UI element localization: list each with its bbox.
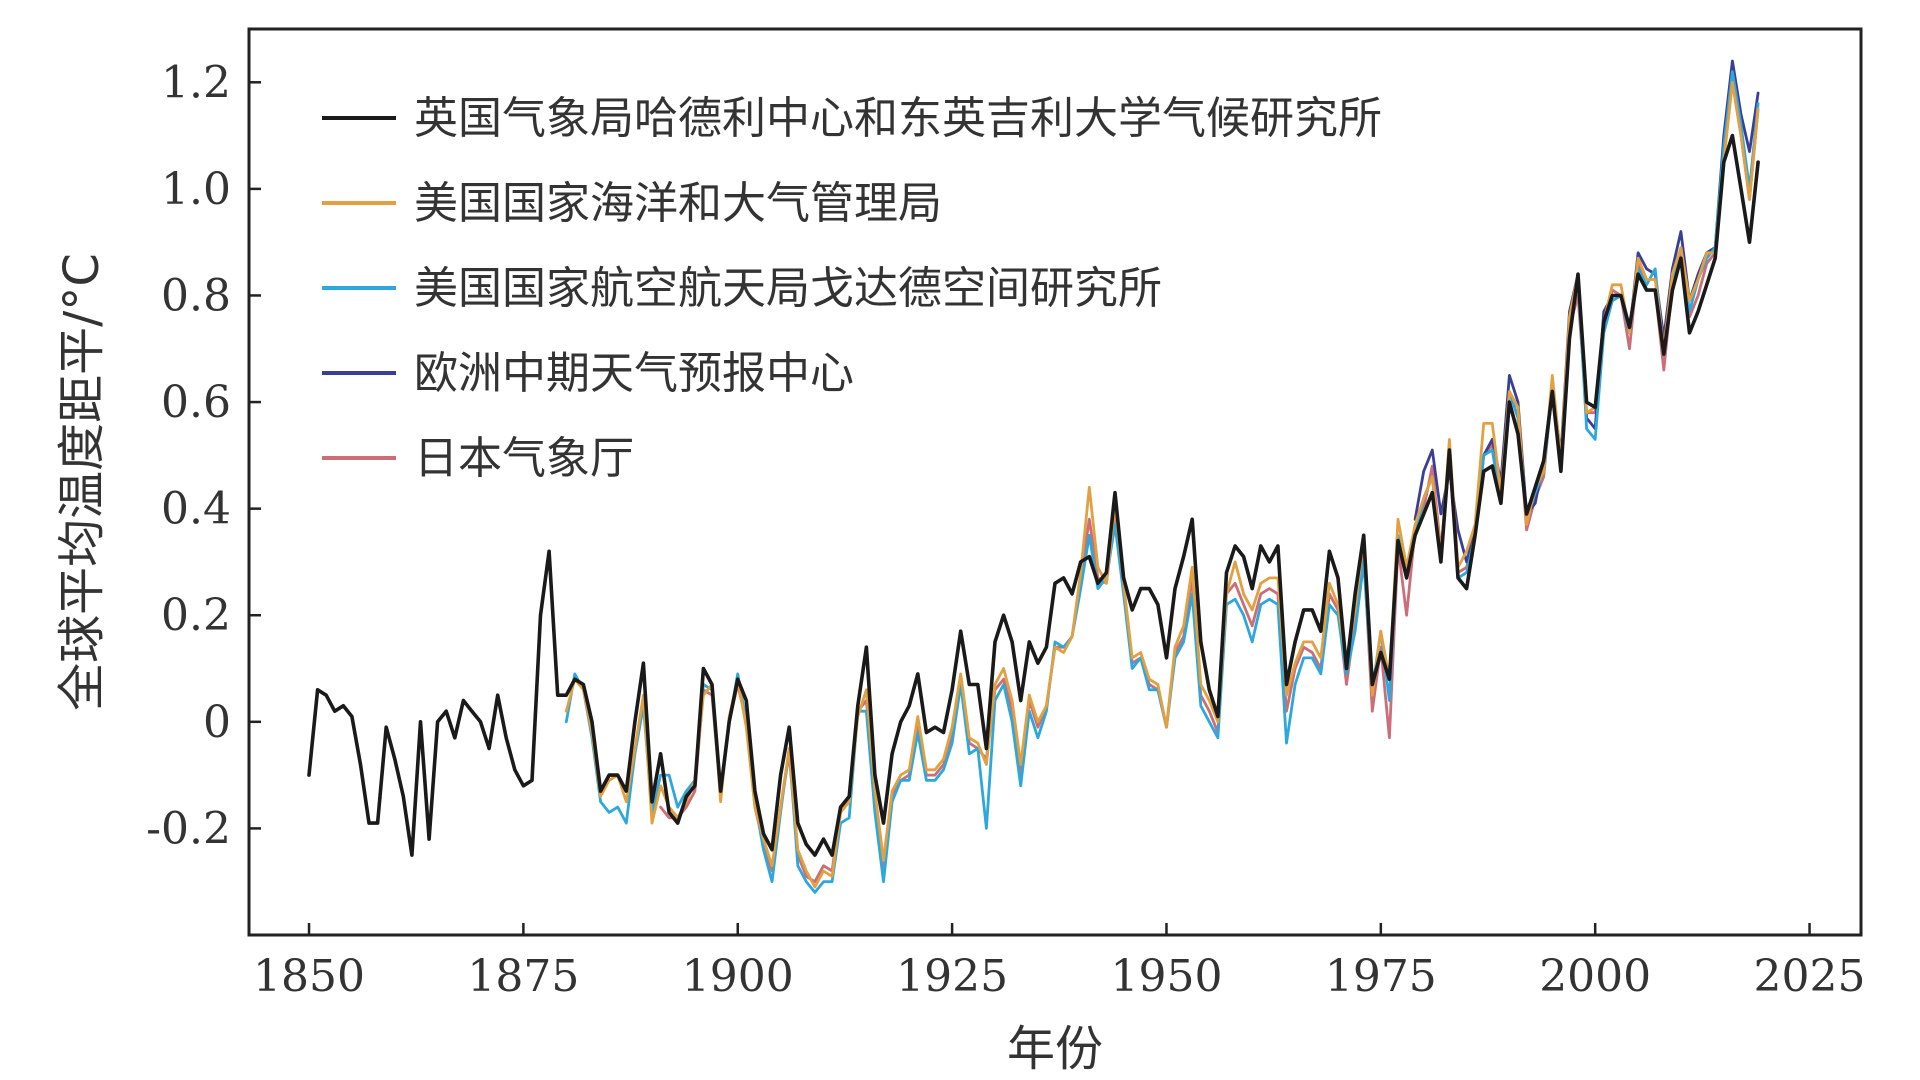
x-tick-label: 1850 <box>253 951 365 1002</box>
x-tick-label: 1925 <box>896 951 1008 1002</box>
y-tick-label: 0.6 <box>161 377 231 428</box>
y-tick-label: 1.0 <box>161 164 231 215</box>
x-tick-label: 1975 <box>1325 951 1437 1002</box>
y-axis: -0.2 0 0.2 0.4 0.6 0.8 1.0 1.2 <box>146 57 261 854</box>
y-tick-label: 0.2 <box>161 590 231 641</box>
y-tick-label: -0.2 <box>146 803 231 854</box>
x-tick-label: 1900 <box>682 951 794 1002</box>
series-layer <box>307 59 1760 894</box>
legend-label-0: 英国气象局哈德利中心和东英吉利大学气候研究所 <box>414 93 1382 144</box>
x-axis: 1850 1875 1900 1925 1950 1975 2000 2025 <box>253 923 1866 1002</box>
y-axis-title: 全球平均温度距平/°C <box>54 253 110 711</box>
series-line-0 <box>307 133 1760 857</box>
plot-frame <box>247 27 1863 937</box>
legend: 英国气象局哈德利中心和东英吉利大学气候研究所美国国家海洋和大气管理局美国国家航空… <box>322 93 1382 484</box>
y-tick-label: 0 <box>203 697 231 748</box>
legend-label-3: 欧洲中期天气预报中心 <box>414 348 854 399</box>
legend-label-4: 日本气象厅 <box>414 433 634 484</box>
y-tick-label: 1.2 <box>161 57 231 108</box>
legend-label-1: 美国国家海洋和大气管理局 <box>414 178 942 229</box>
x-tick-label: 2000 <box>1539 951 1651 1002</box>
y-tick-label: 0.8 <box>161 270 231 321</box>
legend-label-2: 美国国家航空航天局戈达德空间研究所 <box>414 263 1162 314</box>
y-tick-label: 0.4 <box>161 484 231 535</box>
x-tick-label: 2025 <box>1754 951 1866 1002</box>
x-tick-label: 1875 <box>467 951 579 1002</box>
x-axis-title: 年份 <box>1007 1021 1103 1077</box>
series-line-3 <box>1413 59 1760 564</box>
x-tick-label: 1950 <box>1110 951 1222 1002</box>
